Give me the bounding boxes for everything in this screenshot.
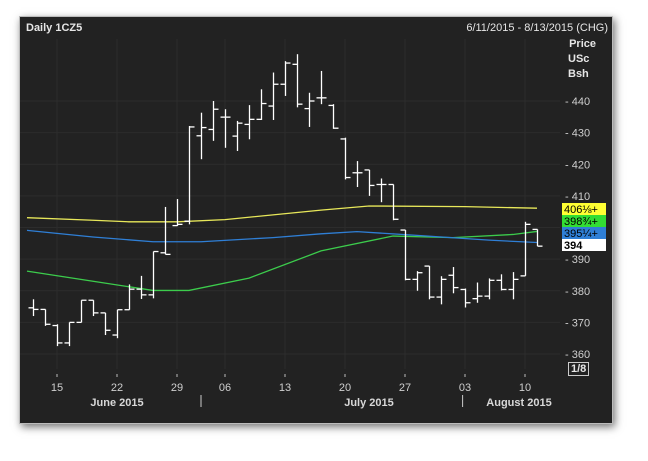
ohlc-bar xyxy=(328,104,339,129)
price-tag-bg xyxy=(562,227,606,239)
x-tick-label: 15 xyxy=(51,382,63,394)
ohlc-bar xyxy=(460,288,471,308)
price-tag-label: 394 xyxy=(564,240,583,252)
ohlc-bar xyxy=(268,72,279,120)
ohlc-bar xyxy=(208,101,219,141)
ohlc-bar xyxy=(52,324,63,347)
last-price-tag: 394 xyxy=(562,239,606,252)
ohlc-bar xyxy=(352,161,363,188)
date-range: 6/11/2015 - 8/13/2015 (CHG) xyxy=(466,22,608,34)
ohlc-bar xyxy=(148,250,159,299)
x-tick-label: 06 xyxy=(219,382,231,394)
ohlc-bar xyxy=(244,105,255,140)
y-tick-label: - 440 xyxy=(565,96,590,108)
x-tick-label: 29 xyxy=(171,382,183,394)
price-scale-button[interactable]: 1/8 xyxy=(568,362,590,376)
ohlc-bar xyxy=(28,299,39,317)
ohlc-bar xyxy=(256,89,267,120)
ohlc-bar xyxy=(40,308,51,326)
x-tick-label: 03 xyxy=(459,382,471,394)
ohlc-bar xyxy=(412,271,423,291)
axis-unit-price: Price xyxy=(569,38,596,50)
ohlc-bar xyxy=(124,284,135,311)
moving-average-green xyxy=(26,230,538,292)
ohlc-bar xyxy=(448,267,459,294)
x-tick-label: 22 xyxy=(111,382,123,394)
ohlc-bar xyxy=(76,299,87,324)
ohlc-bar xyxy=(472,282,483,303)
price-tag-label: 398¾+ xyxy=(564,216,598,228)
y-tick-label: - 420 xyxy=(565,159,590,171)
ohlc-bar xyxy=(316,70,327,105)
ohlc-bar xyxy=(508,272,519,300)
axis-unit-currency: USc xyxy=(568,53,590,65)
x-tick-label: 27 xyxy=(399,382,411,394)
month-label: June 2015 xyxy=(90,397,143,409)
y-tick-label: - 430 xyxy=(565,128,590,140)
axis-unit-bushel: Bsh xyxy=(568,68,589,80)
ohlc-bar xyxy=(64,321,75,347)
y-tick-label: - 390 xyxy=(565,254,590,266)
x-tick-label: 20 xyxy=(339,382,351,394)
ohlc-bar xyxy=(364,169,375,196)
price-tag-bg xyxy=(562,239,606,251)
ohlc-bar xyxy=(112,309,123,339)
ohlc-bar xyxy=(100,312,111,336)
chart-panel: - 360 - 370 - 380 - 390 - 410 - 420 - 430 - 440… xyxy=(19,16,613,424)
price-tag-label: 406⅛+ xyxy=(564,204,598,216)
x-tick-label: 13 xyxy=(279,382,291,394)
y-tick-label: - 380 xyxy=(565,286,590,298)
ohlc-bar xyxy=(292,54,303,108)
ohlc-bar xyxy=(424,265,435,300)
y-tick-label: - 410 xyxy=(565,191,590,203)
x-tick-label: 10 xyxy=(519,382,531,394)
yellow-ma-tag: 406⅛+ xyxy=(562,203,606,216)
price-tag-bg xyxy=(562,203,606,215)
month-label: August 2015 xyxy=(486,397,551,409)
ohlc-bar xyxy=(484,278,495,300)
green-ma-tag: 398¾+ xyxy=(562,215,606,228)
y-tick-label: - 360 xyxy=(565,349,590,361)
ohlc-bar xyxy=(88,299,99,317)
chart-title: Daily 1CZ5 xyxy=(26,22,83,34)
ohlc-bar xyxy=(160,206,171,256)
moving-average-blue xyxy=(26,229,538,244)
ohlc-bar xyxy=(400,229,411,281)
ohlc-bar xyxy=(232,120,243,151)
ohlc-bar xyxy=(496,274,507,291)
moving-average-yellow xyxy=(26,205,538,223)
price-chart[interactable]: - 360 - 370 - 380 - 390 - 410 - 420 - 430 - 440… xyxy=(20,17,612,423)
price-tag-bg xyxy=(562,215,606,227)
ohlc-bar xyxy=(436,276,447,305)
ohlc-bar xyxy=(220,109,231,148)
ohlc-bar xyxy=(280,61,291,96)
y-tick-label: - 370 xyxy=(565,317,590,329)
ohlc-bar xyxy=(172,199,183,227)
ohlc-bar xyxy=(340,137,351,180)
ohlc-bar xyxy=(376,178,387,203)
ohlc-bar xyxy=(520,221,531,277)
ohlc-bar xyxy=(388,183,399,221)
blue-ma-tag: 395¼+ xyxy=(562,227,606,240)
ohlc-bar xyxy=(304,92,315,127)
ohlc-bar xyxy=(196,112,207,160)
ohlc-bar xyxy=(184,125,195,225)
ohlc-bar xyxy=(136,275,147,299)
month-label: July 2015 xyxy=(344,397,394,409)
ohlc-bar xyxy=(532,228,543,247)
price-tag-label: 395¼+ xyxy=(564,228,598,240)
